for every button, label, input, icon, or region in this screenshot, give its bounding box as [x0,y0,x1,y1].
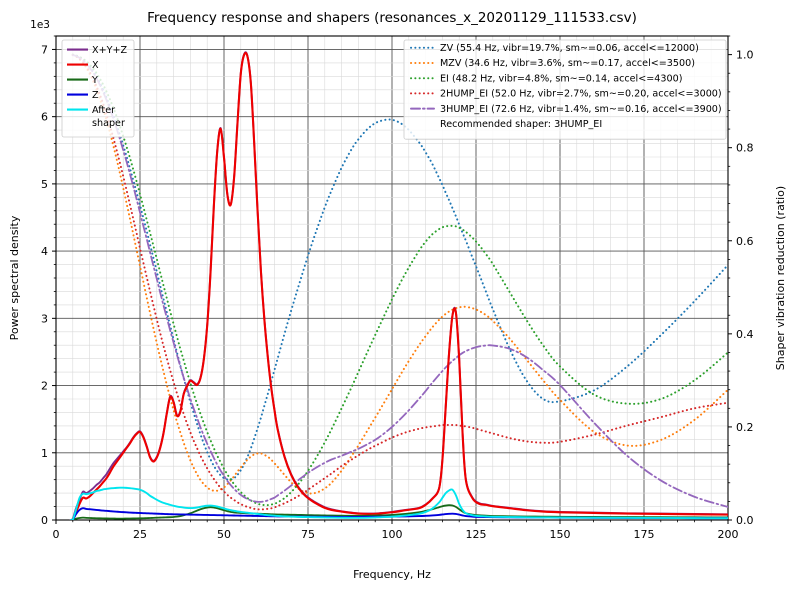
legend-label: Recommended shaper: 3HUMP_EI [440,119,602,130]
y-tick-label: 3 [41,312,48,325]
series-z [69,507,728,520]
series-y [69,504,728,520]
shaper-legend[interactable]: ZV (55.4 Hz, vibr=19.7%, sm~=0.06, accel… [403,39,727,140]
y2-tick-label: 0.4 [736,328,754,341]
series-3hump_ei [71,54,728,508]
curves-group [69,51,728,520]
y-axis-label: Power spectral density [8,215,21,340]
y-tick-label: 7 [41,43,48,56]
y-tick-label: 1 [41,447,48,460]
series-x [69,51,728,520]
x-tick-label: 150 [550,528,571,541]
psd-legend[interactable]: X+Y+Z XYZ After shaper [61,39,135,138]
legend-label: ZV (55.4 Hz, vibr=19.7%, sm~=0.06, accel… [440,43,699,54]
x-axis-label: Frequency, Hz [353,568,431,581]
x-tick-label: 75 [301,528,315,541]
series-2hump_ei [71,54,728,511]
legend-label: MZV (34.6 Hz, vibr=3.6%, sm~=0.17, accel… [440,58,695,69]
legend-label-cont: shaper [92,118,125,129]
series-after-shaper [69,486,728,520]
x-tick-label: 25 [133,528,147,541]
series-zv [71,53,728,481]
y2-tick-label: 0.6 [736,235,754,248]
legend-label: Y [91,75,98,86]
x-tick-label: 100 [382,528,403,541]
y2-tick-label: 0.8 [736,142,754,155]
legend-label: Z [92,90,99,101]
y2-tick-label: 1.0 [736,49,754,62]
y2-tick-label: 0.2 [736,421,754,434]
y-tick-label: 0 [41,514,48,527]
legend-label: After [92,105,115,116]
legend-label: 3HUMP_EI (72.6 Hz, vibr=1.4%, sm~=0.16, … [440,104,722,115]
y2-tick-label: 0.0 [736,514,754,527]
data-layer [69,51,728,520]
y-axis-exponent: 1e3 [30,19,50,31]
y-tick-label: 5 [41,178,48,191]
x-tick-label: 175 [634,528,655,541]
y-tick-label: 2 [41,380,48,393]
y-tick-label: 6 [41,111,48,124]
legend-label: EI (48.2 Hz, vibr=4.8%, sm~=0.14, accel<… [440,73,682,84]
y2-axis-label: Shaper vibration reduction (ratio) [774,186,787,370]
x-tick-label: 0 [53,528,60,541]
page-title: Frequency response and shapers (resonanc… [147,10,637,26]
x-tick-label: 200 [718,528,739,541]
legend-label: X+Y+Z [92,45,128,56]
tick-layer: 0 25 50 75 100 125 150 175 200 0 1 2 3 4 5 6 7 0.0 0.2 0.4 0… [41,35,754,541]
legend-label: 2HUMP_EI (52.0 Hz, vibr=2.7%, sm~=0.20, … [440,89,722,100]
series-ei [71,53,728,507]
shaper-legend-box [403,39,727,140]
y-tick-label: 4 [41,245,48,258]
x-tick-label: 125 [466,528,487,541]
legend-label: X [92,60,99,71]
x-tick-label: 50 [217,528,231,541]
